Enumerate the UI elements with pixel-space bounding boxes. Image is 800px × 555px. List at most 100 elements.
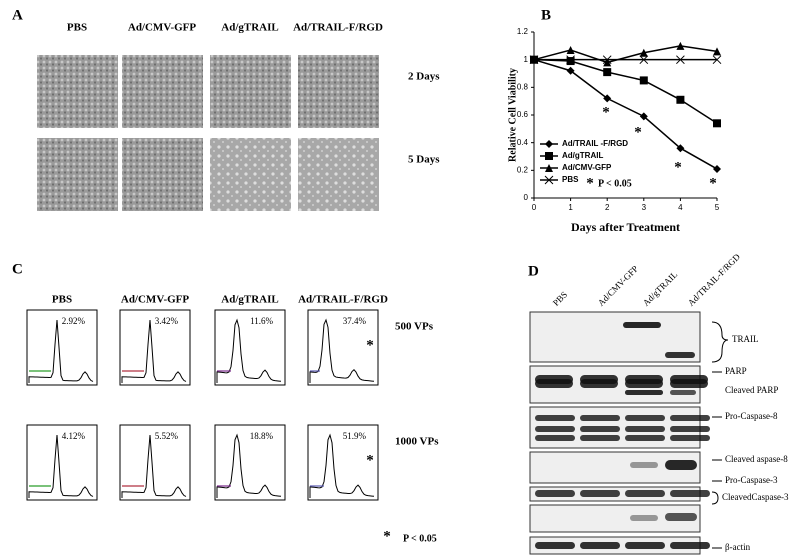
- significance-marker: *: [586, 175, 594, 191]
- marker: [545, 164, 553, 172]
- marker: [545, 140, 553, 148]
- histogram-frame: [214, 424, 286, 501]
- micrograph: [298, 55, 379, 128]
- band-label: β-actin: [725, 542, 751, 552]
- band: [625, 379, 663, 388]
- panel-label: D: [528, 263, 539, 279]
- column-header: Ad/TRAIL-F/RGD: [293, 22, 383, 34]
- legend-label: Ad/CMV-GFP: [562, 163, 612, 172]
- band: [580, 490, 620, 497]
- histogram-frame: [26, 309, 98, 386]
- histogram: [121, 319, 187, 383]
- micrograph: [37, 55, 118, 128]
- significance-marker: *: [709, 175, 717, 191]
- column-header: PBS: [67, 22, 87, 34]
- x-axis-label: Days after Treatment: [571, 220, 680, 234]
- row-label: 5 Days: [408, 154, 440, 166]
- band: [535, 542, 575, 549]
- histogram: [28, 434, 94, 498]
- significance-marker: *: [674, 159, 682, 175]
- significance-marker: *: [383, 528, 391, 544]
- band: [670, 415, 710, 421]
- histogram: [121, 434, 187, 498]
- y-tick-label: 0.6: [517, 110, 529, 119]
- footnote: P < 0.05: [403, 533, 437, 544]
- band: [670, 490, 710, 497]
- legend-label: Ad/TRAIL -F/RGD: [562, 139, 628, 148]
- histogram-frame: [119, 424, 191, 501]
- band: [625, 426, 665, 432]
- x-tick-label: 2: [605, 203, 610, 212]
- band: [630, 462, 658, 468]
- column-header: PBS: [52, 294, 72, 306]
- lane-label: Ad/gTRAIL: [641, 269, 680, 308]
- band: [670, 379, 708, 388]
- band: [670, 426, 710, 432]
- band: [580, 379, 618, 388]
- band: [665, 460, 697, 470]
- x-tick-label: 4: [678, 203, 683, 212]
- marker: [566, 57, 575, 66]
- y-axis-label: Relative Cell Viability: [507, 68, 518, 162]
- brace: [711, 321, 729, 363]
- y-tick-label: 0.4: [517, 138, 529, 147]
- significance-marker: *: [634, 124, 642, 140]
- band: [625, 490, 665, 497]
- band: [670, 435, 710, 441]
- legend-label: PBS: [562, 175, 579, 184]
- panel-label: C: [12, 261, 23, 277]
- histogram-frame: [307, 424, 379, 501]
- band: [665, 513, 697, 521]
- band-label: Cleaved PARP: [725, 385, 778, 395]
- marker: [713, 164, 721, 173]
- x-tick-label: 0: [532, 203, 537, 212]
- row-label: 500 VPs: [395, 321, 434, 333]
- band: [535, 426, 575, 432]
- band: [580, 542, 620, 549]
- marker: [639, 112, 648, 121]
- percentage: 4.12%: [62, 431, 86, 441]
- percentage: 37.4%: [343, 316, 367, 326]
- percentage: 2.92%: [62, 316, 86, 326]
- marker: [603, 58, 612, 67]
- band: [535, 379, 573, 388]
- series-line: [533, 58, 718, 170]
- legend-label: Ad/gTRAIL: [562, 151, 603, 160]
- column-header: Ad/CMV-GFP: [128, 22, 197, 34]
- band: [580, 415, 620, 421]
- marker: [712, 55, 722, 65]
- band-label: PARP: [725, 366, 747, 376]
- band-label: TRAIL: [732, 334, 759, 344]
- micrograph: [210, 138, 291, 211]
- brace: [711, 491, 719, 505]
- band: [580, 435, 620, 441]
- column-header: Ad/gTRAIL: [221, 294, 278, 306]
- band: [670, 542, 710, 549]
- histogram: [309, 433, 375, 498]
- marker: [639, 48, 648, 57]
- column-header: Ad/gTRAIL: [221, 22, 278, 34]
- significance-marker: *: [366, 452, 374, 468]
- marker: [676, 55, 685, 65]
- micrograph: [298, 138, 379, 211]
- marker: [676, 95, 685, 104]
- histogram: [28, 319, 94, 383]
- annotation: P < 0.05: [598, 178, 632, 189]
- band: [625, 390, 663, 395]
- micrograph: [210, 55, 291, 128]
- band-label: Pro-Caspase-3: [725, 475, 778, 485]
- marker: [566, 66, 575, 75]
- y-tick-label: 1: [524, 55, 529, 64]
- lane-label: Ad/TRAIL-F/RGD: [686, 251, 743, 308]
- band: [535, 415, 575, 421]
- marker: [544, 175, 554, 185]
- significance-marker: *: [602, 104, 610, 120]
- y-tick-label: 0.2: [517, 165, 529, 174]
- marker: [713, 119, 721, 128]
- histogram-frame: [214, 309, 286, 386]
- marker: [639, 55, 649, 65]
- histogram-frame: [307, 309, 379, 386]
- histogram: [309, 318, 375, 383]
- marker: [529, 55, 539, 65]
